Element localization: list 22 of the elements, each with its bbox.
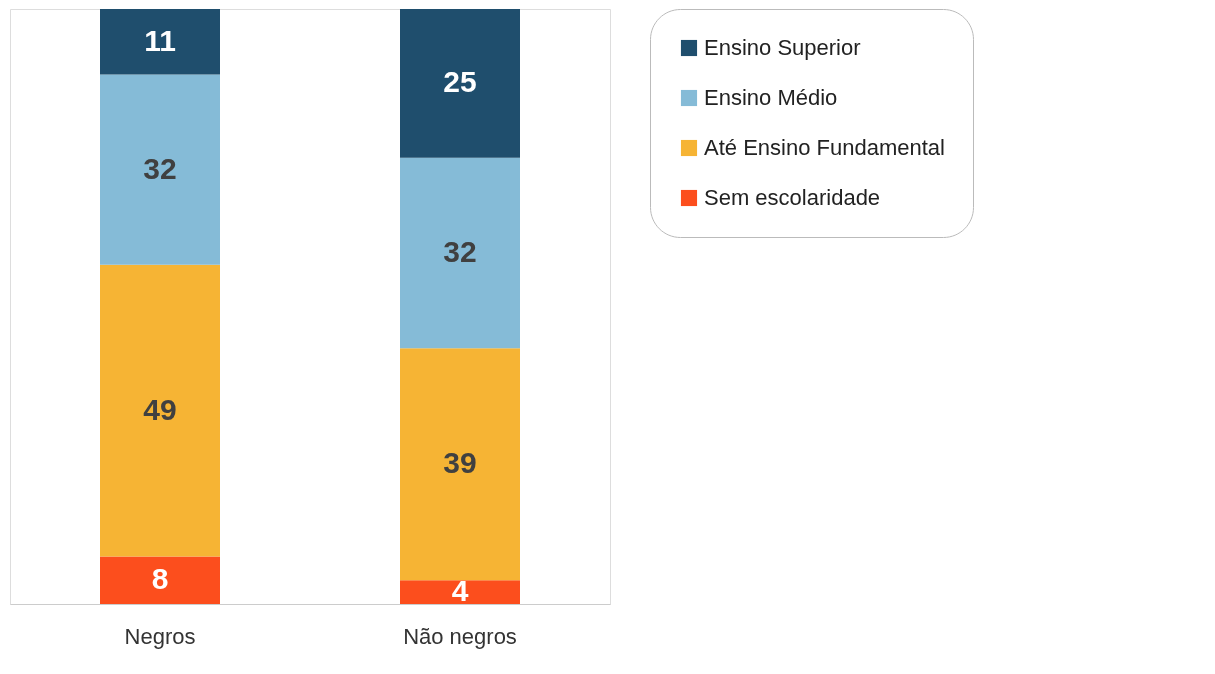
bar: [100, 264, 220, 557]
bar: [100, 556, 220, 604]
legend-label: Ensino Superior: [704, 35, 861, 60]
data-label: 49: [143, 392, 177, 426]
legend-label: Até Ensino Fundamental: [704, 135, 945, 160]
bar: [100, 74, 220, 265]
data-label: 32: [143, 151, 177, 185]
bar: [400, 9, 520, 158]
legend-label: Sem escolaridade: [704, 185, 881, 210]
legend-label: Ensino Médio: [704, 85, 838, 110]
bar: [100, 9, 220, 75]
bar: [400, 580, 520, 604]
data-label: 11: [144, 23, 176, 57]
data-label: 4: [451, 574, 469, 608]
data-label: 8: [151, 562, 169, 596]
x-tick-label: Não negros: [403, 623, 517, 649]
bar: [400, 157, 520, 349]
data-label: 32: [443, 234, 477, 268]
data-label: 25: [443, 65, 477, 99]
x-tick-label: Negros: [124, 623, 196, 649]
data-label: 39: [443, 446, 477, 480]
bar: [400, 348, 520, 581]
